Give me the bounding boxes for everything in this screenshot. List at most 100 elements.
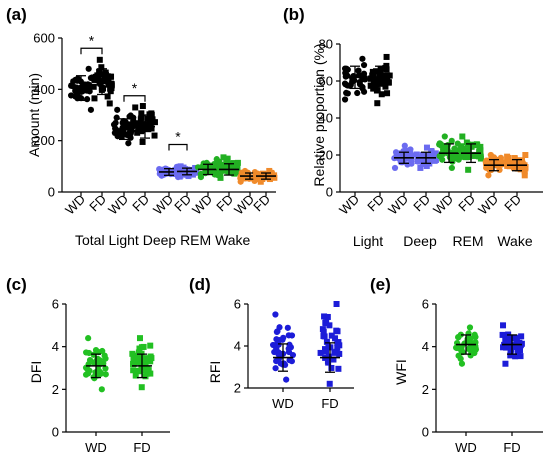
data-point [72, 87, 79, 95]
data-point [317, 349, 324, 356]
y-tick-label: 0 [326, 185, 333, 200]
data-point [449, 158, 456, 165]
data-point [102, 69, 109, 76]
series-deep-fd [174, 163, 200, 180]
series-total-fd [90, 56, 115, 107]
series-fd [129, 335, 155, 391]
data-point [280, 334, 287, 341]
data-point [511, 155, 518, 162]
data-point [96, 56, 103, 63]
group-label-b-rem: REM [452, 233, 483, 249]
data-point [231, 170, 238, 177]
data-point [283, 376, 290, 383]
data-point [148, 125, 155, 132]
data-point [142, 361, 149, 368]
data-point [325, 359, 332, 366]
data-point [105, 75, 112, 82]
data-point [360, 61, 368, 69]
data-point [136, 358, 143, 365]
data-point [439, 156, 446, 163]
series-deep-fd [413, 144, 439, 171]
data-point [471, 152, 478, 159]
data-point [138, 344, 145, 351]
data-point [404, 161, 411, 168]
data-point [417, 164, 424, 171]
series-light-fd [132, 103, 158, 145]
data-point [382, 83, 389, 90]
y-tick-label: 4 [52, 339, 59, 354]
data-point [180, 169, 187, 176]
data-point [423, 163, 430, 170]
bracket-line [168, 143, 188, 151]
chart-panel-e: 0 2 4 6 WD FD [422, 297, 543, 455]
panel-label-c: (c) [6, 275, 27, 294]
data-point [137, 116, 144, 123]
data-point [113, 114, 120, 121]
data-point [288, 358, 295, 365]
data-point [511, 342, 518, 349]
data-point [324, 313, 331, 320]
data-point [458, 146, 465, 153]
data-point [220, 154, 227, 161]
y-tick-label: 0 [48, 185, 55, 200]
significance-star: * [175, 129, 181, 145]
x-tick-label: FD [410, 192, 433, 215]
data-point [98, 64, 105, 71]
panel-label-e: (e) [370, 275, 391, 294]
data-point [325, 353, 332, 360]
x-tick-label: FD [133, 440, 150, 455]
data-point [151, 119, 158, 126]
data-point [512, 353, 519, 360]
data-point [85, 65, 92, 72]
data-point [112, 119, 119, 127]
data-point [136, 335, 143, 342]
data-point [334, 344, 341, 351]
data-point [369, 68, 376, 75]
data-point [130, 114, 137, 121]
series-wake-wd [482, 151, 507, 179]
data-point [401, 142, 408, 149]
data-point [379, 75, 386, 82]
y-tick-label: 40 [319, 111, 333, 126]
data-point [87, 106, 95, 113]
series-light-wd [110, 106, 137, 147]
data-point [458, 360, 466, 367]
y-axis-title-d: RFI [207, 361, 223, 384]
data-point [496, 166, 503, 174]
data-point [85, 370, 92, 377]
data-point [138, 128, 145, 135]
data-point [130, 367, 137, 374]
data-point [500, 344, 507, 351]
data-point [114, 106, 121, 113]
y-tick-label: 6 [52, 297, 59, 312]
x-tick-label: WD [105, 192, 131, 218]
y-tick-label: 4 [234, 339, 241, 354]
x-tick-label: WD [62, 192, 88, 218]
series-wake-fd [504, 152, 529, 179]
data-point [431, 152, 438, 159]
data-point [330, 356, 337, 363]
data-point [459, 133, 466, 140]
x-tick-label: FD [503, 440, 520, 455]
data-point [522, 152, 529, 158]
data-point [90, 83, 97, 90]
data-point [108, 82, 115, 89]
data-point [465, 166, 472, 173]
data-point [404, 150, 411, 157]
data-point [503, 344, 510, 351]
x-tick-label: WD [385, 192, 411, 218]
x-tick-label: FD [321, 396, 338, 411]
series-wd [82, 335, 109, 393]
data-point [333, 327, 340, 334]
data-point [473, 141, 480, 148]
data-point [234, 159, 241, 166]
data-point [354, 89, 361, 97]
data-point [341, 65, 349, 72]
x-tick-label: FD [86, 192, 109, 215]
data-point [101, 73, 108, 80]
data-point [272, 311, 279, 318]
data-point [98, 386, 105, 393]
y-tick-label: 600 [33, 31, 55, 46]
series-wake-fd [253, 167, 278, 185]
